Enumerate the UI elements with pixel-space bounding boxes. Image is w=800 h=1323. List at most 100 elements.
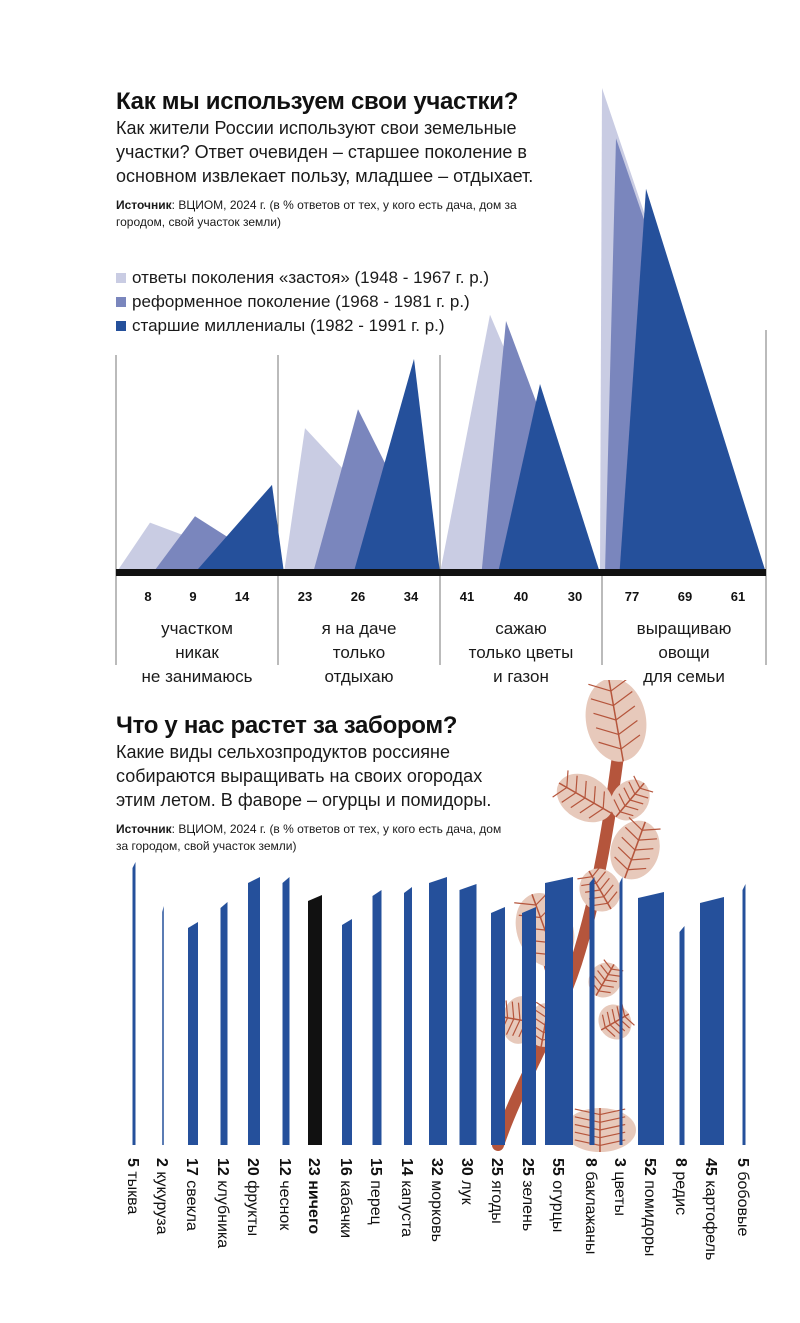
source-text: городом, свой участок земли): [116, 215, 281, 229]
crop-value: 55: [549, 1158, 566, 1180]
crop-label: 16 кабачки: [337, 1158, 354, 1238]
crop-value: 25: [519, 1158, 536, 1180]
source-label: Источник: [116, 198, 172, 212]
crop-bar: [619, 883, 623, 1145]
crop-value: 8: [582, 1158, 599, 1171]
category-label: не занимаюсь: [142, 667, 253, 686]
crop-value: 32: [428, 1158, 445, 1180]
legend-label: старшие миллениалы (1982 - 1991 г. р.): [132, 316, 445, 335]
leaf-icon: [585, 680, 647, 762]
crop-bar-tip: [491, 907, 505, 913]
legend-item-gen1: ответы поколения «застоя» (1948 - 1967 г…: [116, 268, 489, 288]
source-text: : ВЦИОМ, 2024 г. (в % ответов от тех, у …: [171, 822, 502, 836]
crop-name: кукуруза: [153, 1171, 170, 1234]
category-label: никак: [175, 643, 219, 662]
value-label: 8: [144, 589, 151, 604]
peak-1-series-2: [353, 358, 440, 573]
crop-bar-tip: [522, 907, 536, 913]
crop-bar: [589, 883, 595, 1145]
crop-label: 5 тыква: [124, 1158, 141, 1214]
crop-value: 20: [244, 1158, 261, 1180]
crop-name: редис: [672, 1171, 689, 1215]
crop-name: перец: [367, 1180, 384, 1225]
lead-line: Как жители России используют свои земель…: [116, 118, 517, 138]
crop-value: 15: [367, 1158, 384, 1180]
crop-label: 17 свекла: [183, 1158, 200, 1231]
crop-bar: [162, 912, 164, 1145]
crop-label: 25 ягоды: [488, 1158, 505, 1224]
crop-value: 17: [183, 1158, 200, 1180]
crop-label: 32 морковь: [428, 1158, 445, 1242]
crop-value: 5: [734, 1158, 751, 1171]
crop-label: 30 лук: [458, 1158, 475, 1206]
crop-bar-tip: [742, 884, 746, 890]
leaf-icon: [552, 770, 614, 823]
crop-bar: [700, 903, 724, 1145]
crop-bar: [679, 932, 685, 1145]
crop-label: 25 зелень: [519, 1158, 536, 1231]
value-label: 9: [189, 589, 196, 604]
lead-line: собираются выращивать на своих огородах: [116, 766, 483, 786]
crop-name: свекла: [183, 1180, 200, 1231]
crop-bar: [282, 883, 290, 1145]
category-label: овощи: [658, 643, 709, 662]
crop-bar: [522, 913, 536, 1145]
crop-name: бобовые: [734, 1171, 751, 1236]
crop-bar-tip: [282, 877, 290, 883]
crop-value: 8: [672, 1158, 689, 1171]
value-label: 61: [731, 589, 745, 604]
value-label: 26: [351, 589, 365, 604]
source-text: за городом, свой участок земли): [116, 839, 297, 853]
crop-label: 3 цветы: [611, 1158, 628, 1216]
leaf-icon: [610, 817, 661, 880]
category-label: для семьи: [643, 667, 725, 686]
legend-item-gen3: старшие миллениалы (1982 - 1991 г. р.): [116, 316, 445, 336]
section1-lead: Как жители России используют свои земель…: [116, 116, 586, 188]
category-label: и газон: [493, 667, 549, 686]
legend-label: реформенное поколение (1968 - 1981 г. р.…: [132, 292, 470, 311]
crop-name: цветы: [611, 1171, 628, 1216]
crop-value: 30: [458, 1158, 475, 1180]
crop-label: 23 ничего: [305, 1158, 322, 1234]
crop-value: 2: [153, 1158, 170, 1171]
value-label: 23: [298, 589, 312, 604]
category-label: сажаю: [495, 619, 547, 638]
crop-name: тыква: [124, 1171, 141, 1214]
peak-0-series-2: [194, 484, 284, 573]
crop-bar-tip: [188, 922, 198, 928]
crop-bar-tip: [248, 877, 260, 883]
crop-label: 8 редис: [672, 1158, 689, 1215]
crop-value: 52: [641, 1158, 658, 1180]
peak-2-series-2: [498, 384, 600, 573]
crop-bar-tip: [372, 890, 382, 896]
crop-name: огурцы: [549, 1180, 566, 1232]
category-label: выращиваю: [637, 619, 732, 638]
crop-bar: [459, 890, 477, 1145]
crop-bar-tip: [589, 877, 595, 883]
crop-name: кабачки: [337, 1180, 354, 1238]
crop-label: 5 бобовые: [734, 1158, 751, 1236]
crop-bar: [248, 883, 260, 1145]
crop-bar: [308, 901, 322, 1145]
crop-bar: [404, 893, 412, 1145]
crop-bar-tip: [429, 877, 447, 883]
crop-bar-tip: [545, 877, 573, 883]
source-text: : ВЦИОМ, 2024 г. (в % ответов от тех, у …: [171, 198, 517, 212]
crop-value: 45: [702, 1158, 719, 1180]
lead-line: участки? Ответ очевиден – старшее поколе…: [116, 142, 527, 162]
crop-bar-tip: [404, 887, 412, 893]
section2-lead: Какие виды сельхозпродуктов россияне соб…: [116, 740, 536, 812]
crop-bar-tip: [342, 919, 352, 925]
crop-bar: [742, 890, 746, 1145]
crop-name: чеснок: [276, 1180, 293, 1231]
crop-value: 14: [398, 1158, 415, 1180]
crop-bar-tip: [619, 877, 623, 883]
crop-name: картофель: [702, 1180, 719, 1260]
category-label: участком: [161, 619, 233, 638]
crop-label: 52 помидоры: [641, 1158, 658, 1256]
crop-label: 20 фрукты: [244, 1158, 261, 1236]
lead-line: Какие виды сельхозпродуктов россияне: [116, 742, 450, 762]
crop-bar-tip: [679, 926, 685, 932]
crop-bar: [220, 908, 228, 1145]
